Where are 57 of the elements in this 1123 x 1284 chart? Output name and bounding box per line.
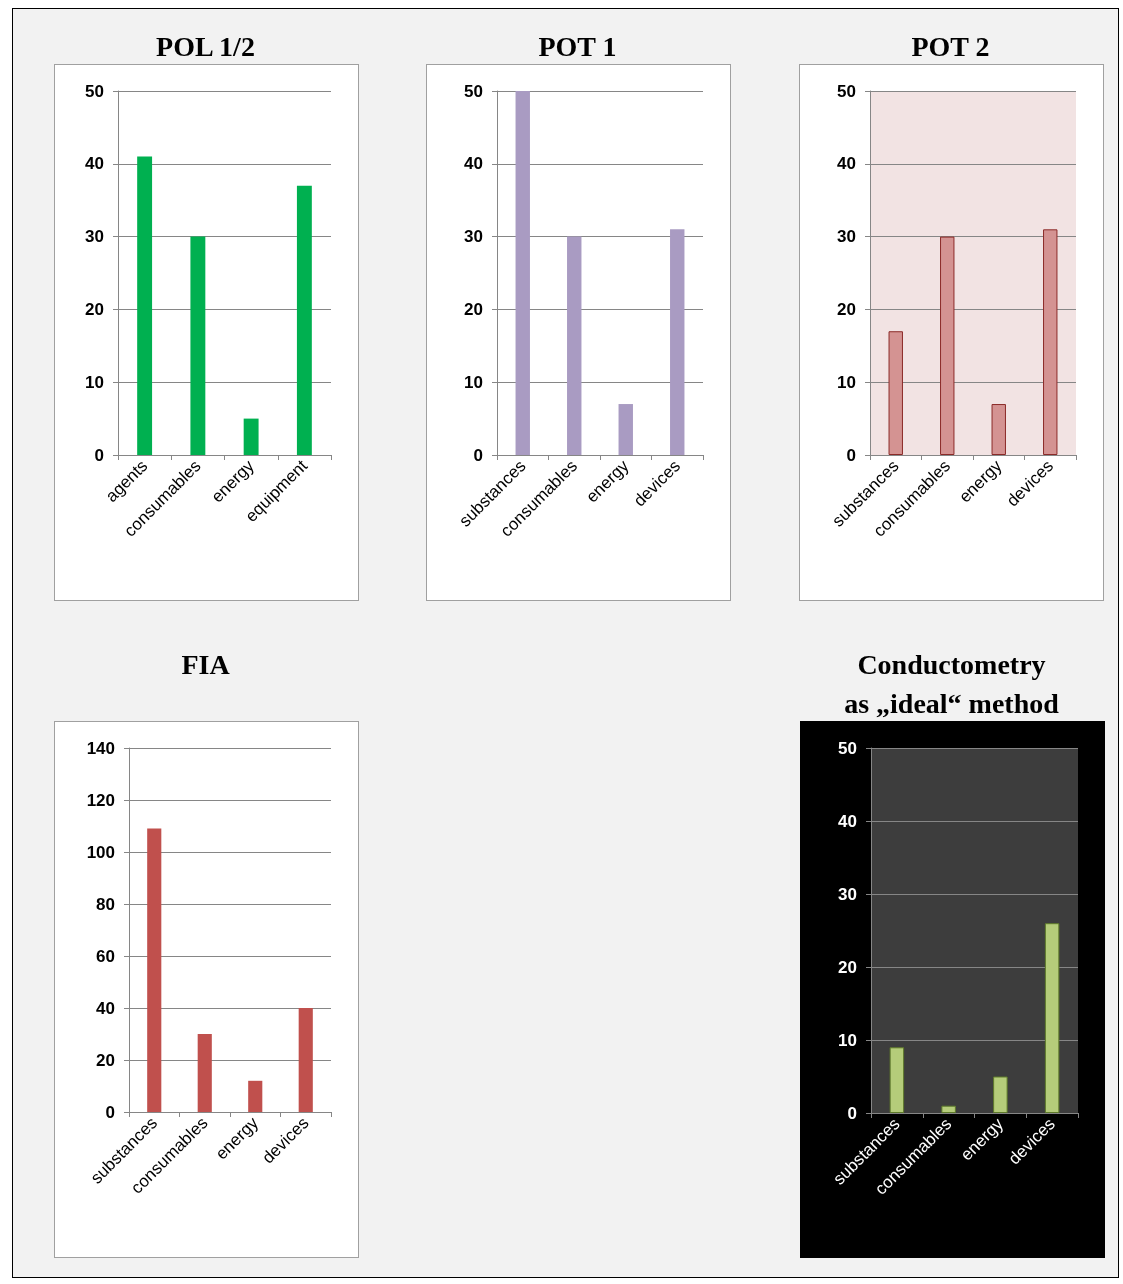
chart-title: Conductometry as „ideal“ method <box>843 648 1060 721</box>
bar <box>567 236 582 455</box>
bar <box>940 236 955 455</box>
y-tick-label: 50 <box>85 81 104 101</box>
bar <box>296 185 312 455</box>
chart-title: POL 1/2 <box>155 30 256 64</box>
bar <box>515 91 530 455</box>
y-tick-label: 50 <box>837 81 856 101</box>
y-tick-label: 10 <box>837 372 856 392</box>
y-tick-label: 120 <box>86 790 115 810</box>
y-tick-label: 40 <box>464 154 483 174</box>
bar <box>941 1105 956 1113</box>
y-tick-label: 60 <box>96 946 115 966</box>
y-tick-label: 100 <box>86 842 115 862</box>
y-tick-label: 140 <box>86 738 115 758</box>
y-tick-label: 20 <box>837 299 856 319</box>
y-tick-label: 20 <box>464 299 483 319</box>
y-tick-label: 50 <box>464 81 483 101</box>
y-tick-label: 30 <box>464 227 483 247</box>
y-tick-label: 40 <box>838 811 857 831</box>
y-tick-label: 0 <box>94 445 104 465</box>
bar <box>991 404 1006 455</box>
chart-title: POT 2 <box>910 30 991 64</box>
bar <box>298 1008 313 1112</box>
y-tick-label: 30 <box>85 227 104 247</box>
bar <box>1044 923 1060 1113</box>
chart-title: FIA <box>180 648 231 682</box>
y-tick-label: 80 <box>96 894 115 914</box>
y-tick-label: 20 <box>838 957 857 977</box>
bar <box>243 418 259 455</box>
y-tick-label: 10 <box>85 372 104 392</box>
bar <box>670 229 685 455</box>
bar <box>190 236 206 455</box>
y-tick-label: 50 <box>838 738 857 758</box>
y-tick-label: 30 <box>838 884 857 904</box>
y-tick-label: 40 <box>96 998 115 1018</box>
bar <box>618 404 633 455</box>
y-tick-label: 20 <box>96 1050 115 1070</box>
y-tick-label: 20 <box>85 299 104 319</box>
bar <box>888 331 903 455</box>
bar <box>248 1080 263 1112</box>
y-tick-label: 0 <box>847 1103 857 1123</box>
y-tick-label: 40 <box>85 154 104 174</box>
bar <box>889 1047 905 1113</box>
y-tick-label: 10 <box>464 372 483 392</box>
bar <box>197 1034 212 1112</box>
bar <box>137 156 153 455</box>
y-tick-label: 0 <box>473 445 483 465</box>
y-tick-label: 30 <box>837 227 856 247</box>
bar <box>147 828 162 1112</box>
bar <box>1043 229 1058 455</box>
chart-title: POT 1 <box>537 30 618 64</box>
bar <box>993 1076 1008 1113</box>
y-tick-label: 0 <box>105 1102 115 1122</box>
y-tick-label: 0 <box>846 445 856 465</box>
y-tick-label: 40 <box>837 154 856 174</box>
y-tick-label: 10 <box>838 1030 857 1050</box>
